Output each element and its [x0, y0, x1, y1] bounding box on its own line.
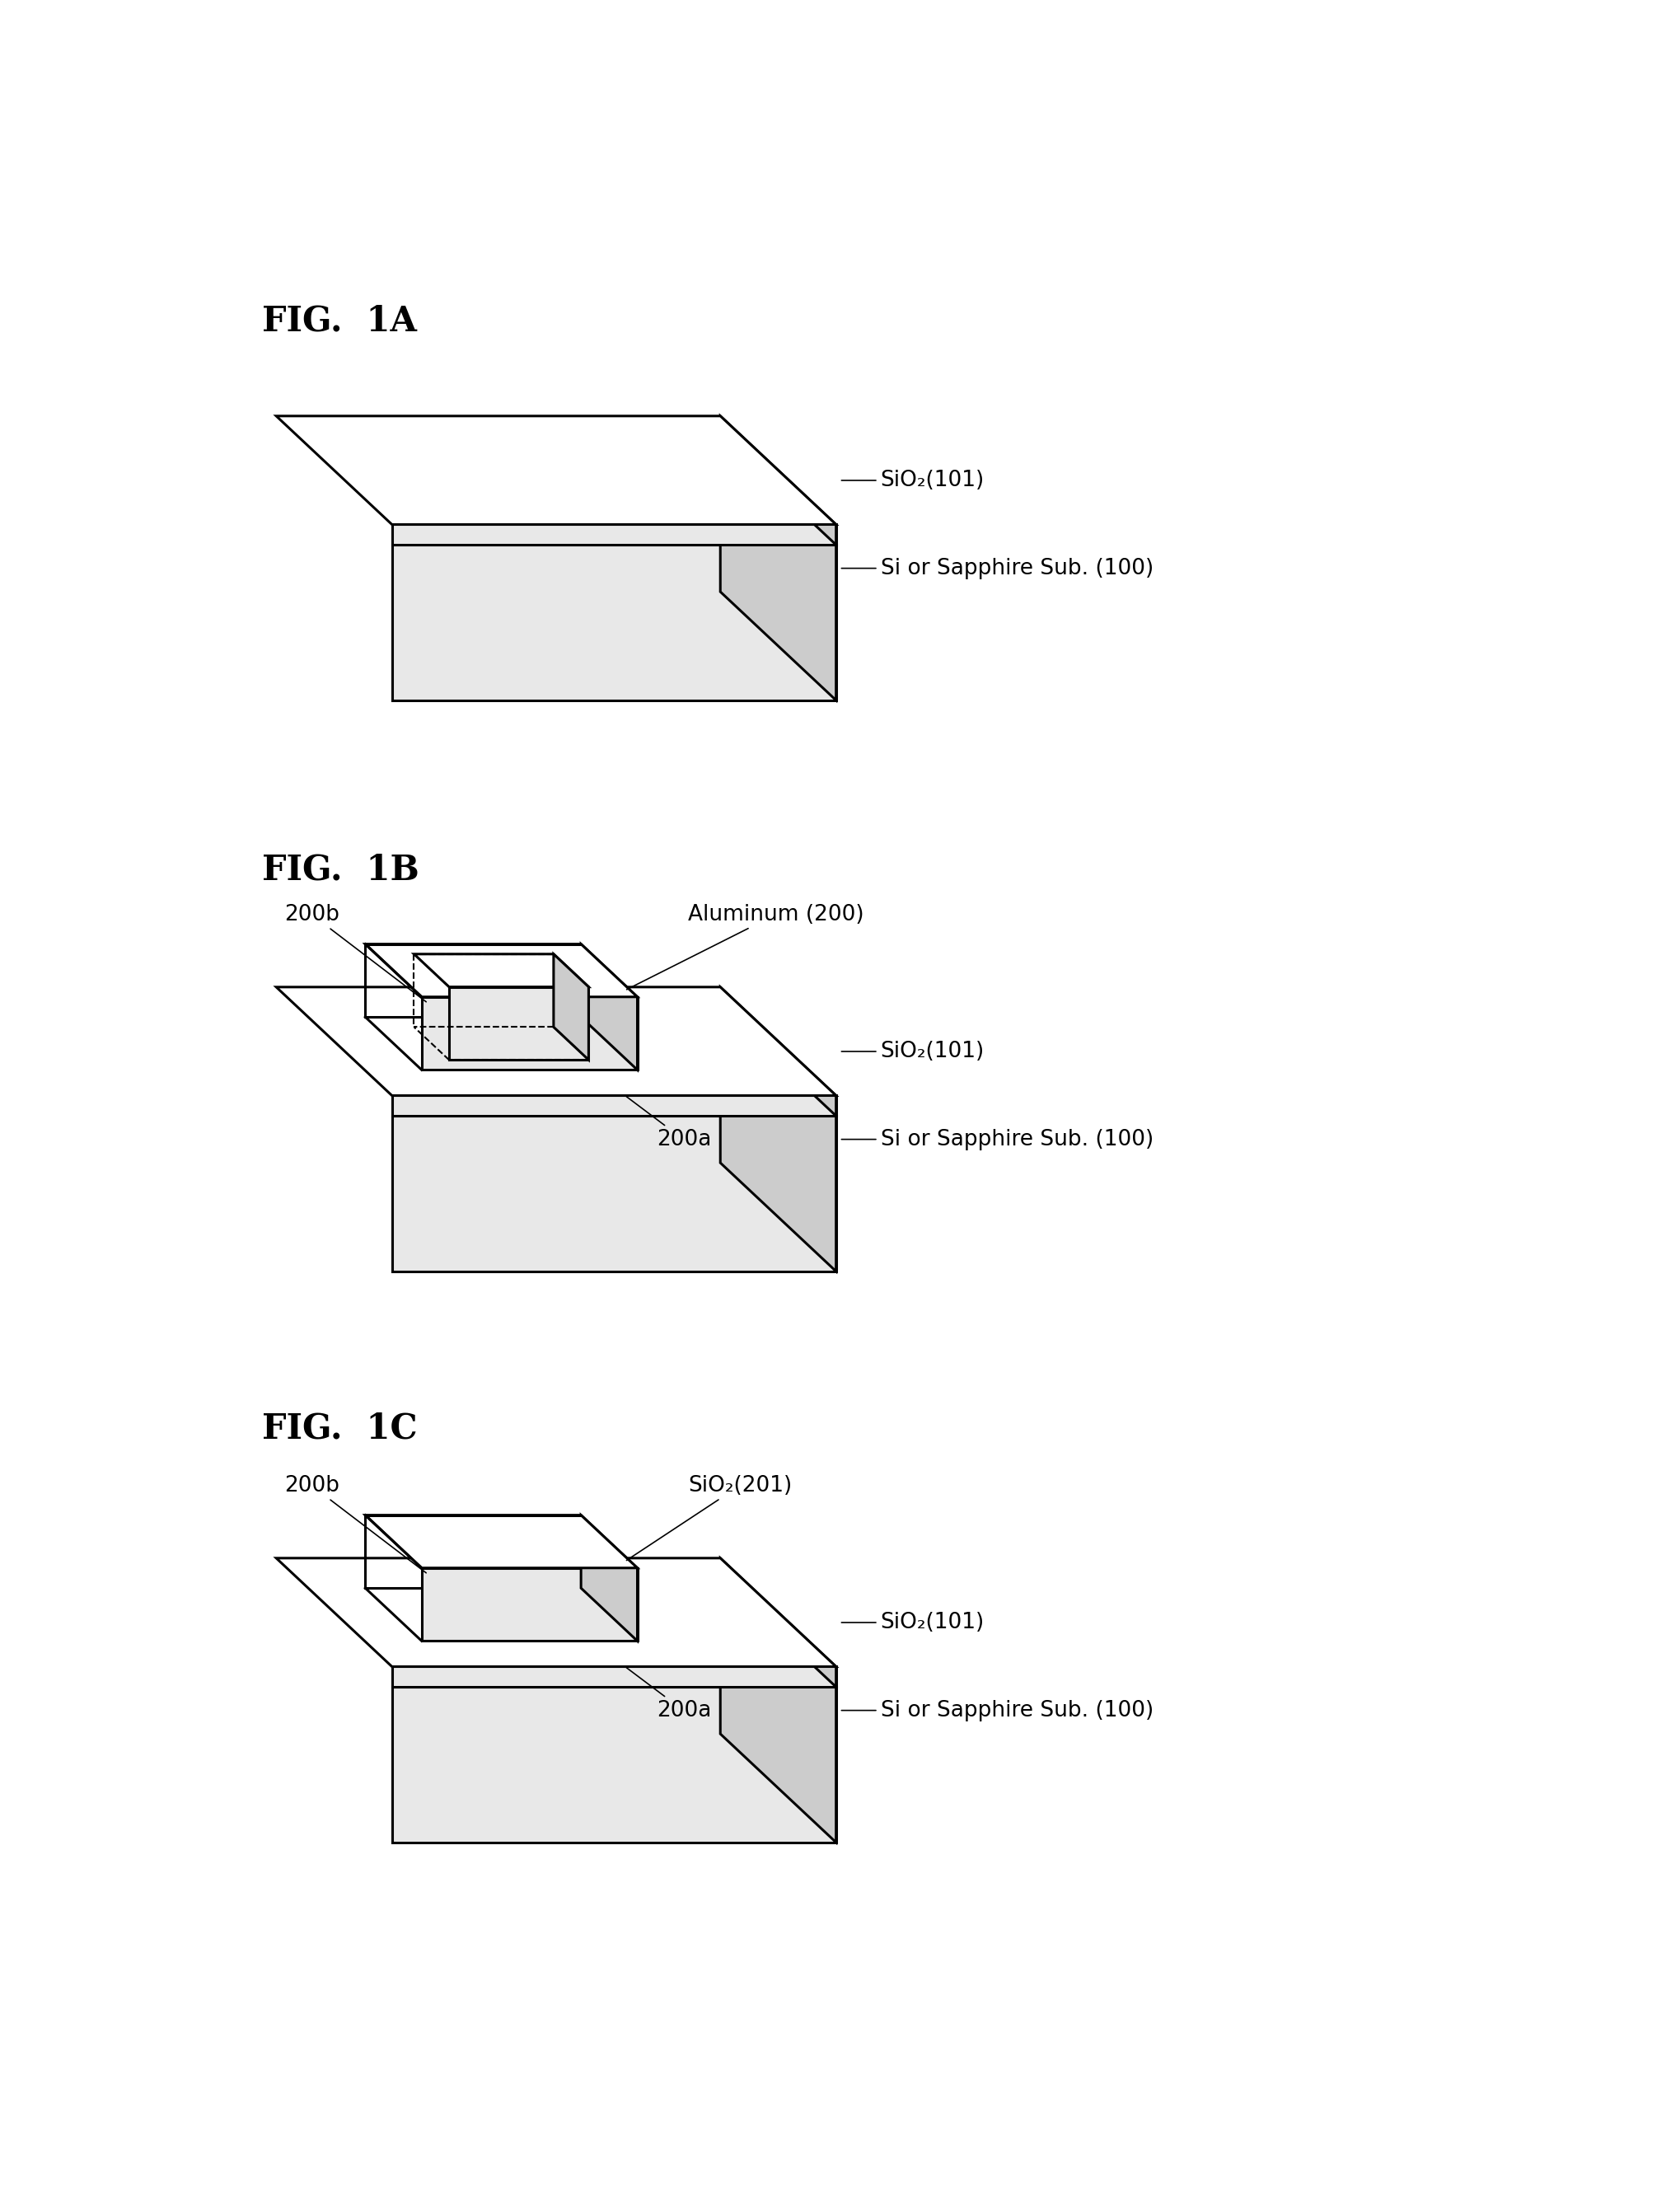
Polygon shape	[391, 525, 835, 545]
Polygon shape	[391, 1115, 835, 1271]
Text: SiO₂(101): SiO₂(101)	[842, 470, 984, 492]
Text: 200a: 200a	[627, 1669, 711, 1721]
Text: SiO₂(101): SiO₂(101)	[842, 1041, 984, 1063]
Polygon shape	[553, 954, 588, 1061]
Text: 200b: 200b	[284, 1474, 427, 1572]
Polygon shape	[422, 1568, 637, 1640]
Text: FIG.  1B: FIG. 1B	[262, 853, 418, 888]
Text: SiO₂(201): SiO₂(201)	[627, 1474, 791, 1559]
Polygon shape	[449, 986, 588, 1061]
Polygon shape	[391, 1686, 835, 1841]
Polygon shape	[391, 545, 835, 700]
Text: 200a: 200a	[627, 1096, 711, 1150]
Polygon shape	[581, 945, 637, 1069]
Text: Si or Sapphire Sub. (100): Si or Sapphire Sub. (100)	[842, 1699, 1152, 1721]
Polygon shape	[276, 986, 835, 1096]
Text: Si or Sapphire Sub. (100): Si or Sapphire Sub. (100)	[842, 558, 1152, 580]
Polygon shape	[413, 954, 588, 986]
Polygon shape	[365, 945, 637, 997]
Text: FIG.  1C: FIG. 1C	[262, 1411, 417, 1446]
Text: Aluminum (200): Aluminum (200)	[627, 903, 864, 989]
Polygon shape	[721, 1008, 835, 1271]
Polygon shape	[391, 1666, 835, 1686]
Text: Si or Sapphire Sub. (100): Si or Sapphire Sub. (100)	[842, 1128, 1152, 1150]
Polygon shape	[276, 416, 835, 525]
Polygon shape	[721, 986, 835, 1115]
Text: SiO₂(101): SiO₂(101)	[842, 1612, 984, 1634]
Polygon shape	[581, 1516, 637, 1640]
Polygon shape	[391, 1096, 835, 1115]
Text: FIG.  1A: FIG. 1A	[262, 304, 417, 339]
Polygon shape	[422, 997, 637, 1069]
Polygon shape	[721, 1557, 835, 1686]
Polygon shape	[721, 416, 835, 545]
Polygon shape	[721, 435, 835, 700]
Polygon shape	[276, 1557, 835, 1666]
Text: 200b: 200b	[284, 903, 427, 1002]
Polygon shape	[721, 1579, 835, 1841]
Polygon shape	[365, 1516, 637, 1568]
